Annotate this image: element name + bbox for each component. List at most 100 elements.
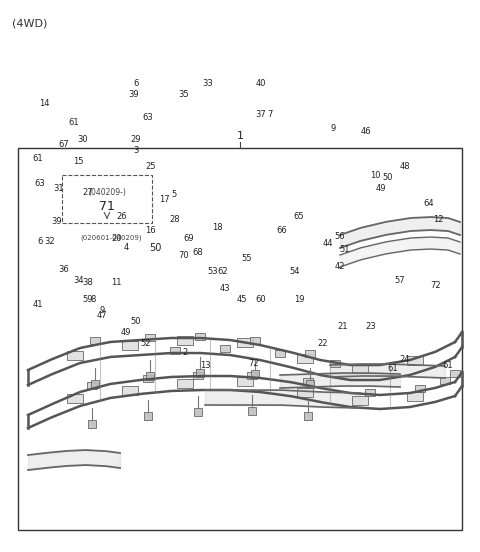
Text: (040209-): (040209-) (88, 188, 126, 197)
Text: 71: 71 (99, 200, 115, 214)
Text: 47: 47 (97, 311, 108, 320)
Text: 44: 44 (323, 240, 333, 248)
Text: 64: 64 (423, 199, 434, 208)
Text: 15: 15 (73, 157, 84, 166)
Bar (305, 349, 315, 357)
Text: 62: 62 (217, 267, 228, 276)
Bar (170, 347, 180, 353)
Text: 39: 39 (51, 217, 62, 226)
Bar (407, 391, 423, 401)
Bar (303, 378, 313, 385)
Text: 65: 65 (294, 212, 304, 221)
Text: 11: 11 (111, 278, 122, 287)
Text: 49: 49 (121, 328, 132, 337)
Bar (88, 420, 96, 428)
Text: 9: 9 (330, 124, 335, 132)
Text: 1: 1 (237, 131, 243, 141)
Bar (143, 374, 153, 381)
Text: 59: 59 (83, 295, 93, 304)
Text: 37: 37 (255, 110, 266, 119)
Bar (177, 336, 193, 344)
Text: 63: 63 (143, 113, 153, 121)
Bar (144, 412, 152, 420)
Text: 49: 49 (375, 184, 386, 193)
Bar (247, 371, 257, 379)
Text: 38: 38 (83, 278, 93, 287)
Text: 33: 33 (203, 79, 213, 88)
Bar (248, 407, 256, 415)
Bar (193, 371, 203, 379)
Text: 55: 55 (241, 254, 252, 263)
Text: 51: 51 (339, 245, 350, 254)
Bar (122, 385, 138, 395)
Text: 5: 5 (172, 190, 177, 199)
Text: 42: 42 (335, 262, 345, 270)
Bar (18, 148, 462, 530)
Text: 35: 35 (179, 91, 189, 99)
Text: 68: 68 (193, 248, 204, 257)
Bar (145, 333, 155, 341)
Text: 72: 72 (248, 359, 259, 368)
Text: 31: 31 (54, 184, 64, 193)
Bar (194, 408, 202, 416)
Text: 23: 23 (366, 322, 376, 331)
Bar (122, 341, 138, 349)
Text: 2: 2 (182, 348, 187, 357)
Text: 19: 19 (294, 295, 304, 304)
Text: 27: 27 (83, 188, 93, 197)
Text: 46: 46 (361, 127, 372, 136)
Bar (352, 364, 368, 373)
Bar (237, 337, 253, 347)
Text: 32: 32 (44, 237, 55, 246)
Text: (020601-040209): (020601-040209) (80, 235, 142, 241)
Text: 66: 66 (277, 226, 288, 235)
Bar (177, 379, 193, 388)
Bar (250, 337, 260, 343)
Text: 6: 6 (133, 79, 139, 88)
Text: 50: 50 (131, 317, 141, 326)
Text: 8: 8 (90, 295, 96, 304)
Text: 4: 4 (124, 243, 129, 252)
Text: 39: 39 (128, 91, 139, 99)
Bar (440, 376, 450, 384)
Bar (90, 337, 100, 343)
Bar (304, 412, 312, 420)
Bar (62, 175, 152, 223)
Text: 60: 60 (255, 295, 266, 304)
Text: 67: 67 (59, 140, 69, 149)
Text: 57: 57 (395, 276, 405, 285)
Text: 54: 54 (289, 267, 300, 276)
Bar (297, 353, 313, 363)
Text: 16: 16 (145, 226, 156, 235)
Text: 50: 50 (149, 243, 161, 253)
Bar (87, 381, 97, 389)
Bar (330, 359, 340, 367)
Bar (306, 380, 314, 388)
Bar (195, 332, 205, 339)
Text: 53: 53 (207, 267, 218, 276)
Bar (146, 372, 154, 380)
Bar (407, 355, 423, 364)
Bar (352, 395, 368, 405)
Text: (4WD): (4WD) (12, 18, 48, 28)
Text: 28: 28 (169, 215, 180, 224)
Text: 61: 61 (443, 361, 453, 370)
Text: 26: 26 (116, 212, 127, 221)
Text: 30: 30 (78, 135, 88, 144)
Text: 14: 14 (39, 99, 50, 108)
Text: 43: 43 (219, 284, 230, 293)
Text: 10: 10 (371, 171, 381, 180)
Text: 22: 22 (318, 339, 328, 348)
Bar (67, 351, 83, 359)
Text: 20: 20 (111, 234, 122, 243)
Text: 52: 52 (140, 339, 151, 348)
Text: 17: 17 (159, 195, 170, 204)
Bar (251, 370, 259, 378)
Bar (237, 376, 253, 385)
Text: 3: 3 (133, 146, 139, 155)
Text: 21: 21 (337, 322, 348, 331)
Text: 40: 40 (255, 79, 266, 88)
Bar (275, 349, 285, 357)
Bar (67, 394, 83, 402)
Text: 72: 72 (431, 282, 441, 290)
